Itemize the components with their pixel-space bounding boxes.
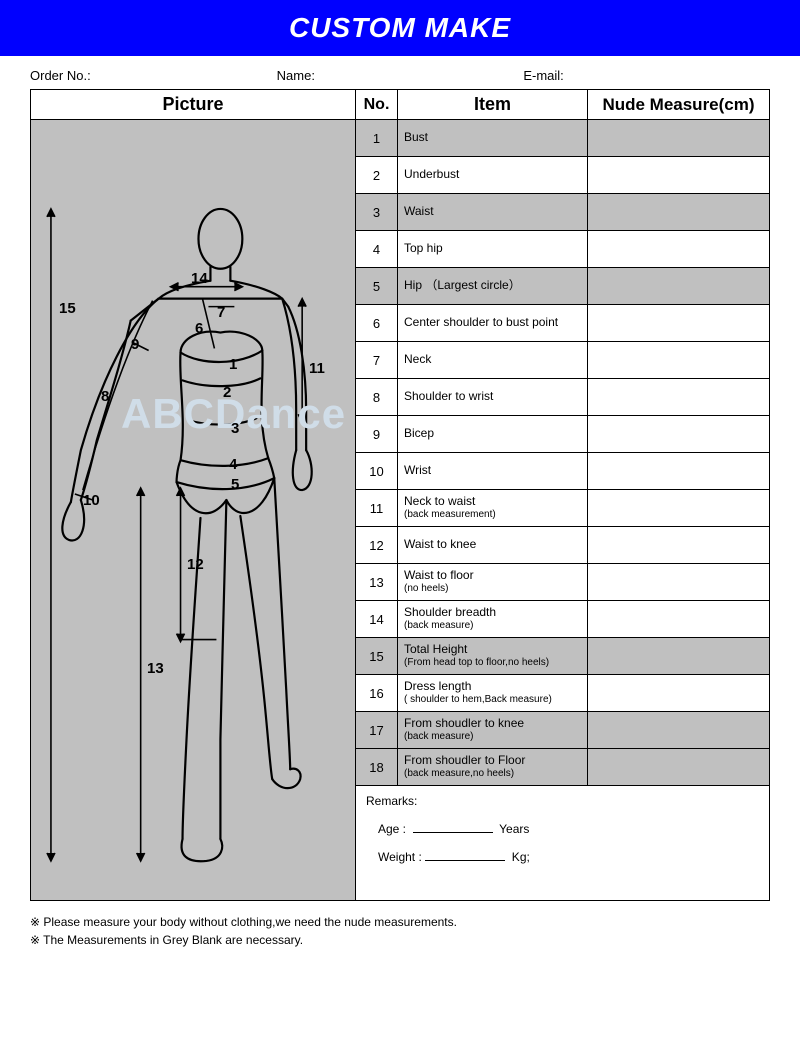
item-cell: Shoulder to wrist (398, 379, 588, 416)
item-cell: Shoulder breadth(back measure) (398, 601, 588, 638)
item-cell: Hip （Largest circle） (398, 268, 588, 305)
footnote-1: ※ Please measure your body without cloth… (30, 915, 770, 929)
fig-label-9: 9 (131, 336, 139, 353)
no-cell: 1 (356, 120, 398, 157)
fig-label-4: 4 (229, 456, 237, 473)
no-cell: 16 (356, 675, 398, 712)
fig-label-14: 14 (191, 270, 208, 287)
item-cell: Total Height(From head top to floor,no h… (398, 638, 588, 675)
fig-label-11: 11 (309, 360, 325, 377)
measure-cell[interactable] (588, 638, 770, 675)
footnote-2: ※ The Measurements in Grey Blank are nec… (30, 933, 770, 947)
item-cell: Underbust (398, 157, 588, 194)
fig-label-8: 8 (101, 388, 109, 405)
measure-cell[interactable] (588, 194, 770, 231)
fig-label-1: 1 (229, 356, 237, 373)
fig-label-3: 3 (231, 420, 239, 437)
measure-cell[interactable] (588, 305, 770, 342)
no-cell: 11 (356, 490, 398, 527)
no-cell: 13 (356, 564, 398, 601)
item-cell: Waist (398, 194, 588, 231)
fig-label-13: 13 (147, 660, 164, 677)
no-cell: 9 (356, 416, 398, 453)
table-row: ABCDance (31, 120, 770, 157)
name-label: Name: (277, 68, 315, 83)
remarks-label: Remarks: (366, 794, 759, 808)
no-cell: 17 (356, 712, 398, 749)
no-cell: 2 (356, 157, 398, 194)
measure-cell[interactable] (588, 268, 770, 305)
measure-cell[interactable] (588, 527, 770, 564)
no-cell: 5 (356, 268, 398, 305)
measure-cell[interactable] (588, 231, 770, 268)
fig-label-7: 7 (217, 304, 225, 321)
no-cell: 14 (356, 601, 398, 638)
measure-cell[interactable] (588, 453, 770, 490)
age-line: Age : Years (366, 822, 759, 836)
measure-cell[interactable] (588, 157, 770, 194)
no-cell: 15 (356, 638, 398, 675)
col-measure: Nude Measure(cm) (588, 90, 770, 120)
fig-label-2: 2 (223, 384, 231, 401)
item-cell: Wrist (398, 453, 588, 490)
measure-cell[interactable] (588, 712, 770, 749)
picture-cell: ABCDance (31, 120, 356, 901)
item-cell: Waist to knee (398, 527, 588, 564)
email-field: E-mail: (523, 68, 770, 83)
info-row: Order No.: Name: E-mail: (0, 56, 800, 89)
fig-label-5: 5 (231, 476, 239, 493)
col-picture: Picture (31, 90, 356, 120)
measure-cell[interactable] (588, 564, 770, 601)
no-cell: 10 (356, 453, 398, 490)
remarks-cell: Remarks: Age : Years Weight : Kg; (356, 786, 770, 901)
weight-line: Weight : Kg; (366, 850, 759, 864)
col-item: Item (398, 90, 588, 120)
measure-cell[interactable] (588, 749, 770, 786)
measure-cell[interactable] (588, 675, 770, 712)
item-cell: From shoudler to knee(back measure) (398, 712, 588, 749)
measurement-table: Picture No. Item Nude Measure(cm) ABCDan… (30, 89, 770, 901)
no-cell: 8 (356, 379, 398, 416)
fig-label-15: 15 (59, 300, 76, 317)
no-cell: 12 (356, 527, 398, 564)
item-cell: Neck to waist(back measurement) (398, 490, 588, 527)
header-title: CUSTOM MAKE (289, 12, 511, 43)
no-cell: 18 (356, 749, 398, 786)
email-label: E-mail: (523, 68, 563, 83)
item-cell: From shoudler to Floor(back measure,no h… (398, 749, 588, 786)
fig-label-10: 10 (83, 492, 100, 509)
measure-cell[interactable] (588, 416, 770, 453)
order-no-label: Order No.: (30, 68, 91, 83)
measure-cell[interactable] (588, 379, 770, 416)
header-band: CUSTOM MAKE (0, 0, 800, 56)
col-no: No. (356, 90, 398, 120)
item-cell: Top hip (398, 231, 588, 268)
no-cell: 6 (356, 305, 398, 342)
measure-cell[interactable] (588, 601, 770, 638)
fig-label-6: 6 (195, 320, 203, 337)
item-cell: Center shoulder to bust point (398, 305, 588, 342)
item-cell: Neck (398, 342, 588, 379)
item-cell: Bust (398, 120, 588, 157)
order-no-field: Order No.: (30, 68, 277, 83)
measure-cell[interactable] (588, 490, 770, 527)
fig-label-12: 12 (187, 556, 204, 573)
item-cell: Waist to floor(no heels) (398, 564, 588, 601)
figure-diagram (31, 120, 355, 900)
item-cell: Bicep (398, 416, 588, 453)
measure-cell[interactable] (588, 120, 770, 157)
footnotes: ※ Please measure your body without cloth… (0, 911, 800, 971)
no-cell: 4 (356, 231, 398, 268)
name-field: Name: (277, 68, 524, 83)
item-cell: Dress length( shoulder to hem,Back measu… (398, 675, 588, 712)
measure-cell[interactable] (588, 342, 770, 379)
no-cell: 7 (356, 342, 398, 379)
no-cell: 3 (356, 194, 398, 231)
